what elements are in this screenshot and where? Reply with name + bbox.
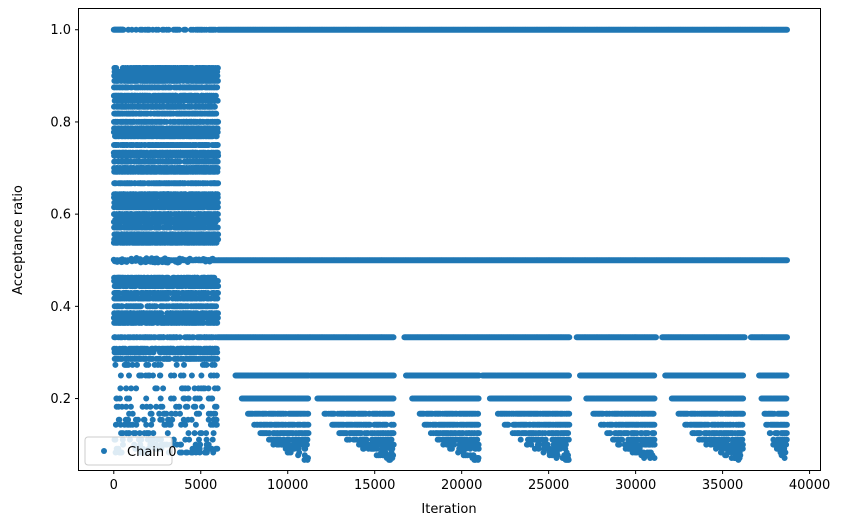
scatter-points: [110, 26, 790, 463]
x-tick-label: 20000: [441, 478, 482, 493]
legend: Chain 0: [84, 436, 177, 466]
y-tick-label: 0.2: [50, 392, 71, 407]
x-axis-label: Iteration: [421, 502, 476, 517]
y-axis-label: Acceptance ratio: [11, 185, 26, 295]
x-tick-label: 35000: [702, 478, 743, 493]
x-tick-label: 5000: [184, 478, 217, 493]
x-tick-label: 10000: [267, 478, 308, 493]
x-tick-label: 25000: [528, 478, 569, 493]
legend-box: [84, 436, 173, 466]
y-tick-label: 0.8: [50, 115, 71, 130]
x-axis-ticks: 0 5000 10000 15000 20000 25000 30000 35000 40000: [110, 470, 830, 493]
y-axis-ticks: 0.2 0.4 0.6 0.8 1.0: [50, 23, 79, 407]
y-tick-label: 1.0: [50, 23, 71, 38]
x-tick-label: 0: [110, 478, 118, 493]
x-tick-label: 15000: [354, 478, 395, 493]
x-tick-label: 40000: [789, 478, 830, 493]
legend-label-chain-0: Chain 0: [127, 445, 177, 460]
chain-0-points: [110, 26, 790, 463]
x-tick-label: 30000: [615, 478, 656, 493]
plot-frame: [78, 8, 821, 471]
legend-marker: [101, 448, 107, 454]
y-tick-label: 0.6: [50, 208, 71, 223]
y-tick-label: 0.4: [50, 300, 71, 315]
